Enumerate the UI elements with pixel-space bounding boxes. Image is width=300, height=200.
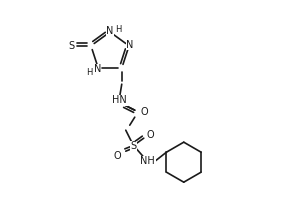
Text: N: N [106,26,114,36]
Text: NH: NH [140,156,155,166]
Text: O: O [147,130,154,140]
Text: S: S [68,41,74,51]
Text: H: H [115,24,122,33]
Text: O: O [141,107,148,117]
Text: N: N [94,64,101,74]
Text: H: H [86,68,92,77]
Text: N: N [126,40,134,50]
Text: HN: HN [112,95,127,105]
Text: S: S [131,141,137,151]
Text: O: O [114,151,122,161]
